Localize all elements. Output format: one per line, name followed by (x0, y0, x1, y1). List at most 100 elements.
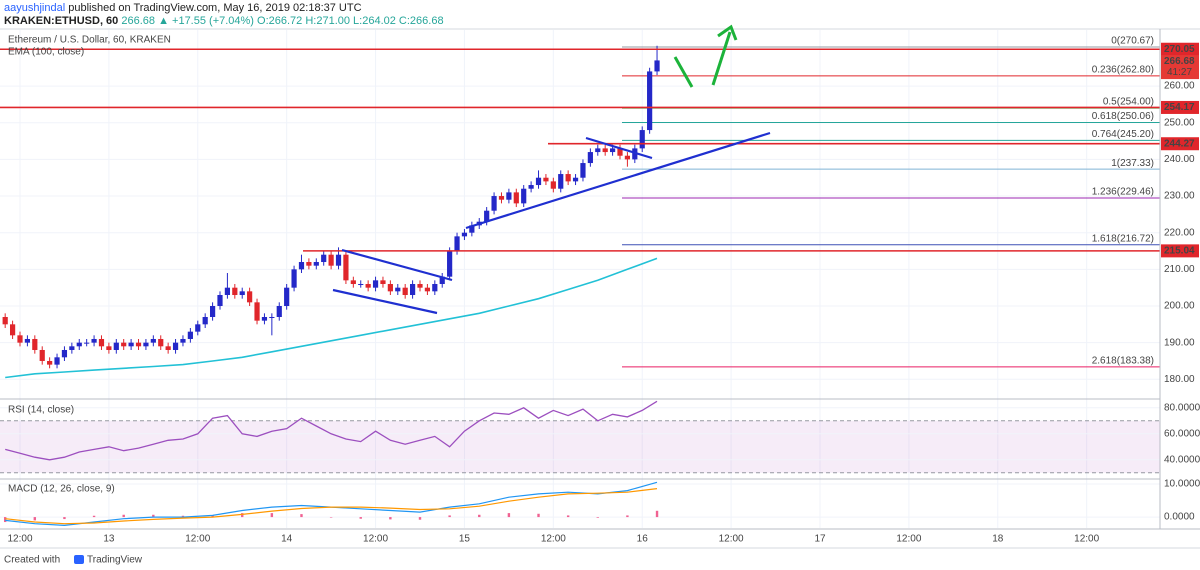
candle-body (9, 324, 16, 336)
fib-label: 0(270.67) (1111, 36, 1154, 47)
candle-body (409, 284, 416, 296)
candle-body (358, 284, 364, 286)
candle-body (550, 181, 556, 189)
candle-body (380, 280, 386, 285)
y-tick-label: 250.00 (1164, 117, 1195, 128)
candle-body (535, 177, 542, 186)
candle-body (609, 148, 616, 153)
last-price-tag (1161, 55, 1199, 80)
candle-body (328, 254, 334, 266)
x-tick-label: 17 (814, 534, 826, 545)
histogram-bar (300, 514, 303, 518)
candle-body (106, 346, 112, 350)
candle-body (121, 342, 127, 347)
plot-layer: 0(270.67) 0.236(262.80) 0.5(254.00) 0.618(2… (0, 30, 1160, 528)
ema-line (5, 257, 658, 379)
y-tick-label: 80.0000 (1164, 402, 1200, 413)
candle-body (402, 287, 408, 296)
fib-label: 0.618(250.06) (1092, 111, 1154, 122)
y-tick-label: 40.0000 (1164, 454, 1200, 465)
footer-text: Created with (4, 555, 60, 566)
candle-body (239, 291, 245, 296)
candle-body (247, 291, 253, 303)
candle-body (298, 262, 305, 270)
candle-body (506, 192, 512, 200)
x-tick-label: 15 (459, 534, 471, 545)
candle-body (76, 342, 82, 347)
candle-body (165, 346, 171, 350)
fib-label: 2.618(183.38) (1092, 356, 1154, 367)
histogram-bar (359, 517, 362, 519)
histogram-bar (3, 517, 7, 523)
arrow-head (717, 24, 738, 41)
x-tick-label: 12:00 (896, 534, 921, 545)
candle-body (565, 174, 571, 182)
candle-body (209, 306, 216, 317)
candle-body (624, 155, 631, 160)
candle-body (313, 262, 319, 266)
candle-body (484, 210, 490, 222)
candle-body (461, 232, 468, 237)
x-tick-label: 14 (281, 534, 293, 545)
candle-body (2, 316, 8, 325)
histogram-bar (181, 515, 185, 518)
candle-body (39, 349, 45, 361)
countdown: 41:27 (1167, 67, 1192, 78)
symbol: KRAKEN:ETHUSD, 60 (4, 15, 118, 27)
price-tag-label: 215.04 (1164, 246, 1195, 257)
candle-body (150, 338, 156, 343)
fib-label: 1(237.33) (1111, 158, 1154, 169)
y-tick-label: 240.00 (1164, 154, 1195, 165)
logo (74, 555, 84, 564)
candle-body (202, 316, 208, 325)
candle-body (521, 188, 527, 204)
candle-body (321, 254, 327, 263)
x-tick-label: 12:00 (185, 534, 210, 545)
candle-body (432, 284, 438, 292)
x-tick-label: 18 (992, 534, 1004, 545)
histogram-bar (626, 515, 629, 518)
chart-title: Ethereum / U.S. Dollar, 60, KRAKEN (8, 35, 171, 46)
candle-body (424, 287, 431, 292)
price-tag-label: 244.27 (1164, 138, 1195, 149)
candle-body (447, 251, 453, 277)
candle-body (580, 163, 586, 178)
candle-body (158, 338, 164, 347)
candle-body (128, 342, 134, 347)
candle-body (180, 338, 186, 343)
candle-body (372, 280, 379, 288)
price-tag-label: 270.05 (1164, 44, 1195, 55)
candle-body (595, 148, 601, 153)
candle-body (350, 280, 356, 285)
trend-line (585, 136, 653, 160)
x-tick-label: 16 (637, 534, 649, 545)
candle-body (587, 152, 593, 164)
y-tick-label: 190.00 (1164, 337, 1195, 348)
rsi-band (0, 420, 1160, 473)
candle-body (224, 287, 231, 296)
fib-label: 0.236(262.80) (1092, 64, 1154, 75)
x-tick-label: 12:00 (7, 534, 32, 545)
y-tick-label: 220.00 (1164, 227, 1195, 238)
footer-brand[interactable]: TradingView (87, 555, 143, 566)
trend-line (341, 248, 453, 282)
histogram-bar (566, 515, 570, 518)
author[interactable]: aayushjindal (4, 2, 65, 14)
rsi-line (5, 400, 658, 461)
y-tick-label: 10.0000 (1164, 479, 1200, 490)
ohlc: O:266.72 H:271.00 L:264.02 C:266.68 (257, 15, 444, 27)
candle-body (261, 316, 268, 321)
fib-label: 0.5(254.00) (1103, 97, 1154, 108)
trend-line (332, 288, 438, 315)
arrow-stroke (673, 56, 694, 88)
x-tick-label: 13 (103, 534, 115, 545)
candle-body (143, 342, 149, 347)
candle-body (639, 130, 645, 149)
candle-body (187, 331, 193, 339)
histogram-bar (478, 514, 481, 518)
candle-body (572, 177, 579, 182)
drawings (332, 24, 771, 315)
y-tick-label: 260.00 (1164, 81, 1195, 92)
candle-body (195, 324, 201, 332)
